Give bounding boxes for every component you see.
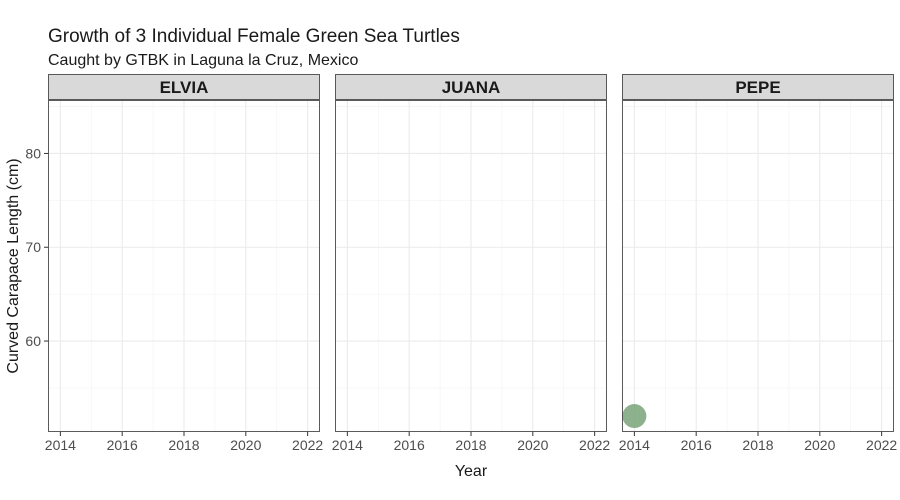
x-axis-title: Year — [455, 463, 488, 480]
chart-title: Growth of 3 Individual Female Green Sea … — [48, 26, 460, 47]
chart-subtitle: Caught by GTBK in Laguna la Cruz, Mexico — [48, 52, 358, 69]
x-tick-label: 2018 — [742, 437, 773, 453]
x-tick-label: 2016 — [681, 437, 712, 453]
facet-strip-label: PEPE — [735, 78, 780, 97]
x-tick-label: 2022 — [579, 437, 610, 453]
facet-strip-label: JUANA — [442, 78, 501, 97]
x-tick-label: 2014 — [619, 437, 650, 453]
facet-panels: ELVIA 2014 2016 2018 2020 2022 60 70 80 JUANA 2014… — [25, 74, 897, 453]
x-tick-label: 2020 — [804, 437, 835, 453]
x-tick-label: 2022 — [292, 437, 323, 453]
data-point — [622, 404, 647, 429]
panel-border — [335, 100, 607, 432]
x-tick-label: 2022 — [866, 437, 897, 453]
x-tick-label: 2014 — [45, 437, 76, 453]
x-tick-label: 2018 — [455, 437, 486, 453]
facet-strip-label: ELVIA — [160, 78, 209, 97]
y-axis-title: Curved Carapace Length (cm) — [5, 158, 22, 373]
y-tick-label: 60 — [25, 333, 41, 349]
facet-strip — [48, 74, 320, 100]
facet-panel-elvia: ELVIA 2014 2016 2018 2020 2022 60 70 80 — [25, 74, 323, 453]
x-tick-label: 2020 — [230, 437, 261, 453]
x-tick-label: 2018 — [168, 437, 199, 453]
facet-panel-juana: JUANA 2014 2016 2018 2020 2022 — [332, 74, 610, 453]
facet-strip — [622, 74, 894, 100]
facet-panel-pepe: PEPE 2014 2016 2018 2020 2022 — [619, 74, 897, 453]
panel-border — [48, 100, 320, 432]
x-tick-label: 2016 — [107, 437, 138, 453]
panel-border — [622, 100, 894, 432]
facet-strip — [335, 74, 607, 100]
x-tick-label: 2020 — [517, 437, 548, 453]
x-tick-label: 2014 — [332, 437, 363, 453]
y-tick-label: 70 — [25, 239, 41, 255]
y-tick-label: 80 — [25, 145, 41, 161]
x-tick-label: 2016 — [394, 437, 425, 453]
